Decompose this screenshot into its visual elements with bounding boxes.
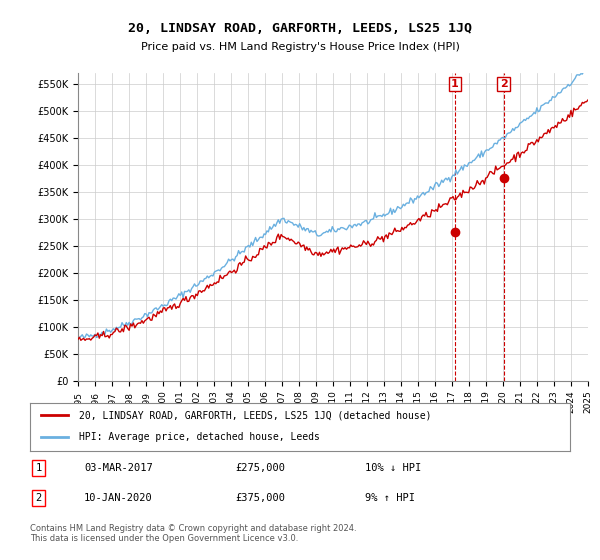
Text: 1: 1	[35, 463, 41, 473]
Text: 1: 1	[451, 79, 459, 89]
Text: 10% ↓ HPI: 10% ↓ HPI	[365, 463, 421, 473]
Text: £275,000: £275,000	[235, 463, 285, 473]
Text: 20, LINDSAY ROAD, GARFORTH, LEEDS, LS25 1JQ (detached house): 20, LINDSAY ROAD, GARFORTH, LEEDS, LS25 …	[79, 410, 431, 420]
Text: 2: 2	[500, 79, 508, 89]
Text: HPI: Average price, detached house, Leeds: HPI: Average price, detached house, Leed…	[79, 432, 319, 442]
Text: 10-JAN-2020: 10-JAN-2020	[84, 493, 153, 503]
Text: Price paid vs. HM Land Registry's House Price Index (HPI): Price paid vs. HM Land Registry's House …	[140, 42, 460, 52]
Text: 03-MAR-2017: 03-MAR-2017	[84, 463, 153, 473]
Text: Contains HM Land Registry data © Crown copyright and database right 2024.
This d: Contains HM Land Registry data © Crown c…	[30, 524, 356, 543]
Text: £375,000: £375,000	[235, 493, 285, 503]
Text: 2: 2	[35, 493, 41, 503]
Text: 9% ↑ HPI: 9% ↑ HPI	[365, 493, 415, 503]
Text: 20, LINDSAY ROAD, GARFORTH, LEEDS, LS25 1JQ: 20, LINDSAY ROAD, GARFORTH, LEEDS, LS25 …	[128, 22, 472, 35]
